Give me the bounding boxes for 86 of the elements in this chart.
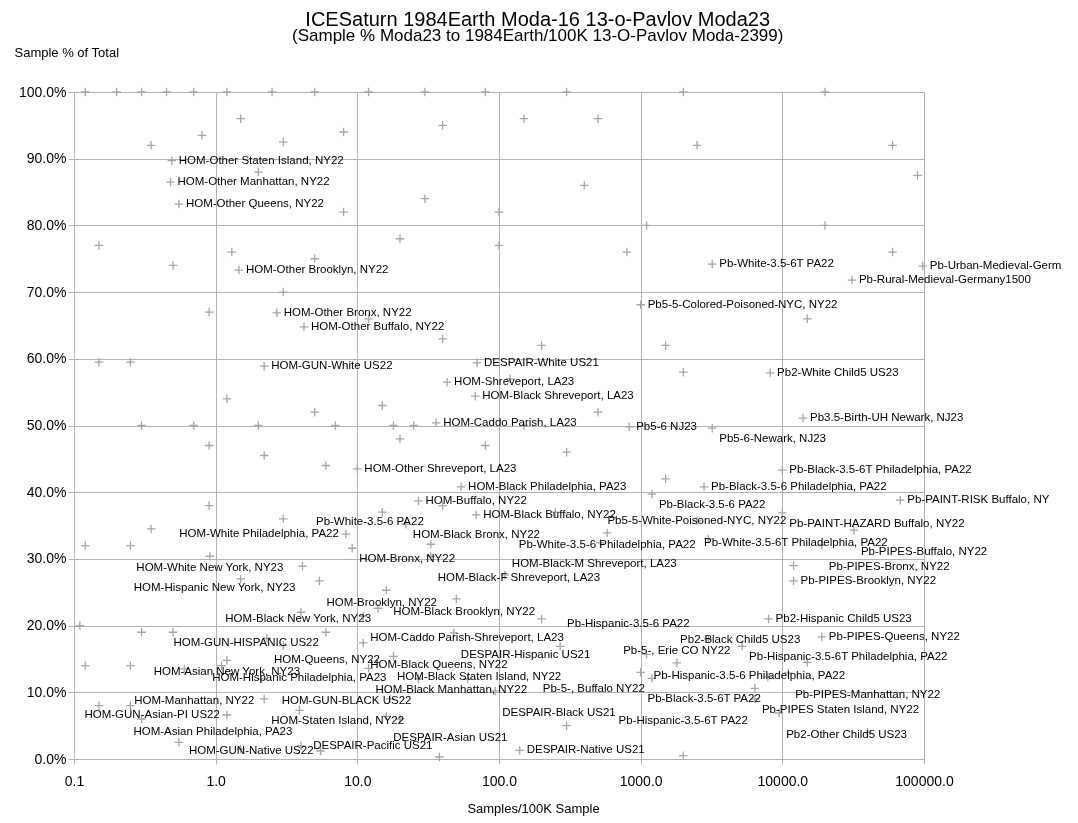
annotation: HOM-Bronx, NY22	[359, 552, 456, 565]
annotation: HOM-Hispanic New York, NY23	[133, 581, 296, 594]
y-tick-label: 90.0%	[26, 150, 67, 167]
y-tick-label: 40.0%	[26, 483, 67, 500]
annotation: Pb-Hispanic-3.5-6 PA22	[567, 617, 690, 630]
annotation: HOM-Staten Island, NY22	[271, 713, 405, 726]
annotation: DESPAIR-White US21	[484, 355, 599, 368]
annotation: Pb2-Black Child5 US23	[680, 633, 801, 646]
x-tick-label: 0.1	[64, 772, 85, 789]
annotation: HOM-GUN-BLACK US22	[281, 693, 412, 706]
annotation: HOM-Black Shreveport, LA23	[482, 389, 634, 402]
annotation: HOM-Other Bronx, NY22	[283, 305, 412, 318]
annotation: Pb-Hispanic-3.5-6T Philadelphia, PA22	[749, 650, 948, 663]
x-tick-label: 1.0	[206, 772, 227, 789]
annotation: Pb-PIPES-Bronx, NY22	[828, 559, 950, 572]
annotation: Pb-Black-3.5-6T Philadelphia, PA22	[789, 463, 972, 476]
annotation: DESPAIR-Native US21	[526, 743, 645, 756]
annotation: HOM-Other Brooklyn, NY22	[245, 263, 389, 276]
x-axis-title: Samples/100K Sample	[467, 800, 600, 816]
annotation: Pb-PIPES-Queens, NY22	[828, 629, 960, 642]
annotation: Pb3.5-Birth-UH Newark, NJ23	[810, 411, 964, 424]
annotation: Pb-Hispanic-3.5-6T PA22	[618, 713, 748, 726]
annotation: Pb-PIPES-Manhattan, NY22	[795, 687, 941, 700]
y-tick-label: 80.0%	[26, 216, 67, 233]
annotation: HOM-Shreveport, LA23	[454, 375, 575, 388]
y-tick-label: 70.0%	[26, 283, 67, 300]
annotation: HOM-Black Philadelphia, PA23	[468, 479, 627, 492]
annotation: HOM-Black Manhattan, NY22	[375, 683, 528, 696]
x-tick-label: 100000.0	[895, 772, 954, 789]
annotation: Pb-PIPES Staten Island, NY22	[761, 703, 920, 716]
annotation: DESPAIR-Black US21	[502, 705, 616, 718]
annotation: Pb-Hispanic-3.5-6 Philadelphia, PA22	[653, 669, 846, 682]
annotation: Pb-White-3.5-6T PA22	[719, 257, 834, 270]
x-tick-label: 10.0	[344, 772, 372, 789]
annotation: HOM-Caddo Parish, LA23	[443, 415, 577, 428]
y-tick-label: 50.0%	[26, 417, 67, 433]
annotation: Pb-5-, Erie CO NY22	[623, 643, 731, 656]
annotation: Pb2-Other Child5 US23	[786, 727, 907, 740]
annotation: Pb-Black-3.5-6T PA22	[647, 691, 761, 704]
annotation: HOM-White New York, NY23	[136, 561, 284, 574]
annotation: Pb-PAINT-HAZARD Buffalo, NY22	[789, 516, 965, 529]
annotation: HOM-Black-F Shreveport, LA23	[437, 571, 601, 584]
annotation: HOM-GUN-Asian-PI US22	[84, 707, 220, 720]
annotation: Pb-PIPES-Buffalo, NY22	[860, 545, 988, 558]
x-tick-label: 1000.0	[619, 772, 663, 789]
annotation: HOM-Black-M Shreveport, LA23	[511, 556, 677, 569]
annotation: HOM-Manhattan, NY22	[134, 693, 255, 706]
y-tick-label: 20.0%	[26, 617, 67, 634]
annotation: HOM-Asian Philadelphia, PA23	[133, 725, 293, 738]
annotation: DESPAIR-Hispanic US21	[460, 647, 591, 660]
annotation: HOM-Other Queens, NY22	[185, 197, 324, 210]
annotation: HOM-GUN-White US22	[271, 359, 393, 372]
annotation: Pb-Black-3.5-6 PA22	[658, 498, 766, 511]
annotation: HOM-Other Buffalo, NY22	[310, 319, 445, 332]
x-tick-label: 10000.0	[757, 772, 809, 789]
annotation: HOM-Buffalo, NY22	[425, 493, 527, 506]
annotation: HOM-Other Staten Island, NY22	[178, 153, 344, 166]
annotation: Pb-5-, Buffalo NY22	[542, 682, 645, 695]
y-tick-label: 30.0%	[26, 550, 67, 567]
y-tick-label: 10.0%	[26, 683, 67, 700]
y-axis-title: Sample % of Total	[14, 44, 120, 60]
annotation: HOM-GUN-Native US22	[188, 744, 314, 756]
annotation: Pb2-Hispanic Child5 US23	[775, 611, 912, 624]
annotation: HOM-Other Shreveport, LA23	[364, 461, 517, 474]
y-tick-label: 100.0%	[19, 83, 67, 100]
y-tick-label: 0.0%	[34, 750, 67, 767]
annotation: Pb-White-3.5-6 PA22	[315, 515, 424, 528]
annotation: HOM-Caddo Parish-Shreveport, LA23	[370, 631, 564, 644]
annotation: Pb-PIPES-Brooklyn, NY22	[800, 573, 937, 586]
annotation: Pb5-6-Newark, NJ23	[719, 432, 826, 445]
x-tick-label: 100.0	[481, 772, 518, 789]
annotation: Pb5-6 NJ23	[636, 419, 697, 432]
annotation: HOM-Other Manhattan, NY22	[177, 175, 330, 188]
annotation: Pb2-White Child5 US23	[777, 365, 899, 378]
annotation: HOM-Brooklyn, NY22	[326, 595, 437, 608]
annotation: Pb-PAINT-RISK Buffalo, NY	[907, 493, 1050, 506]
annotation: HOM-White Philadelphia, PA22	[179, 527, 339, 540]
annotation: Pb5-5-Colored-Poisoned-NYC, NY22	[647, 297, 838, 310]
annotation: HOM-Black Staten Island, NY22	[396, 669, 562, 682]
annotation: Pb-White-3.5-6T Philadelphia, PA22	[704, 535, 888, 548]
annotation: HOM-Black New York, NY23	[225, 612, 372, 625]
annotation: HOM-GUN-HISPANIC US22	[173, 636, 319, 649]
y-tick-label: 60.0%	[26, 350, 67, 367]
annotation: Pb-Rural-Medieval-Germany1500	[858, 273, 1031, 286]
annotation: Pb-Urban-Medieval-Germ	[929, 259, 1062, 272]
annotation: Pb-Black-3.5-6 Philadelphia, PA22	[711, 479, 887, 492]
